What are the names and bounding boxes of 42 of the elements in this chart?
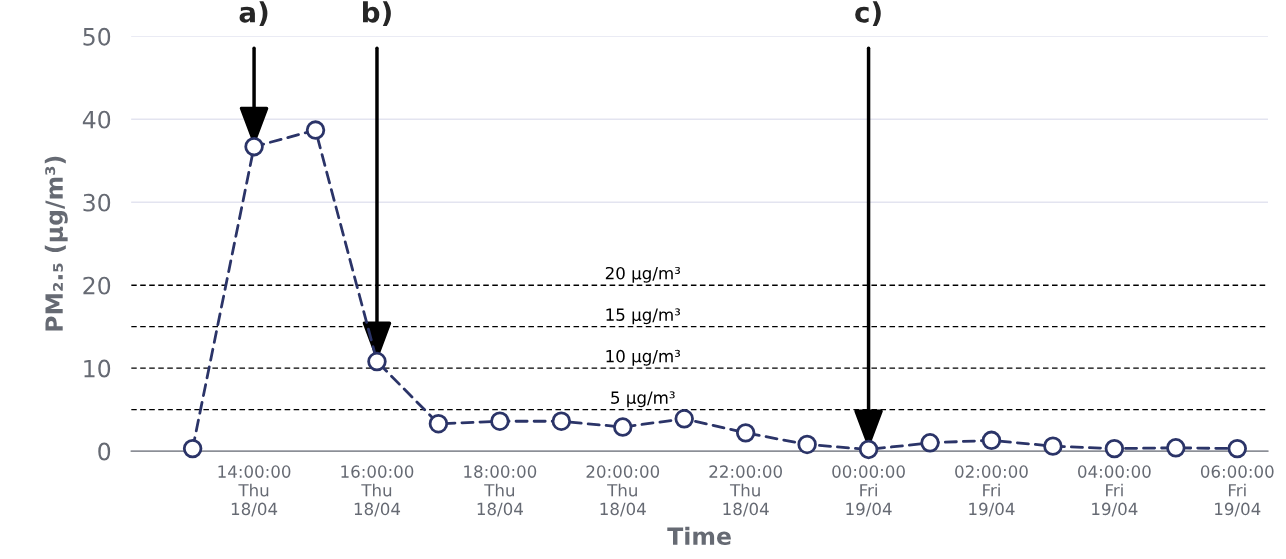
ref-line-label: 15 μg/m³ <box>606 308 681 325</box>
point <box>674 409 694 429</box>
annotation: c) <box>855 1 881 26</box>
y-tick-label: 40 <box>82 110 111 129</box>
point <box>981 430 1002 451</box>
x-tick-label: 06:00:00 Fri 19/04 <box>1200 465 1274 517</box>
y-tick-label: 10 <box>84 359 111 378</box>
point <box>367 351 387 372</box>
point <box>490 411 510 431</box>
point <box>797 434 817 455</box>
annotation: b) <box>363 1 391 26</box>
point <box>1227 438 1247 459</box>
point <box>1166 438 1186 458</box>
x-tick-label: 14:00:00 Thu 18/04 <box>218 465 291 517</box>
x-tick-label: 00:00:00 Fri 19/04 <box>832 465 905 517</box>
y-tick-label: 20 <box>83 276 111 295</box>
x-tick-label: 02:00:00 Fri 19/04 <box>955 465 1028 517</box>
point <box>1104 438 1125 459</box>
point <box>1043 436 1063 456</box>
x-tick-label: 18:00:00 Thu 18/04 <box>464 465 537 517</box>
x-tick-label: 20:00:00 Thu 18/04 <box>586 465 660 517</box>
x-tick-label: 04:00:00 Fri 19/04 <box>1078 465 1151 517</box>
ref-line-label: 10 μg/m³ <box>606 349 681 366</box>
annotation: a) <box>239 1 268 26</box>
point <box>305 120 326 140</box>
point <box>551 411 572 431</box>
x-tick-label: 22:00:00 Thu 18/04 <box>709 465 782 517</box>
point <box>858 439 879 460</box>
y-tick-label: 50 <box>83 27 111 46</box>
point <box>244 136 264 157</box>
ref-line-label: 20 μg/m³ <box>605 266 681 283</box>
y-tick-label: 0 <box>98 442 111 461</box>
x-axis-title: Time <box>667 526 731 546</box>
y-axis-title: PM₂.₅ (μg/m³) <box>44 156 68 331</box>
x-tick-label: 16:00:00 Thu 18/04 <box>341 465 414 517</box>
point <box>613 417 633 437</box>
y-tick-label: 30 <box>83 193 111 212</box>
point <box>428 414 449 434</box>
ref-line-label: 5 μg/m³ <box>611 391 675 408</box>
point <box>735 423 756 443</box>
point <box>182 438 203 459</box>
point <box>920 433 940 453</box>
